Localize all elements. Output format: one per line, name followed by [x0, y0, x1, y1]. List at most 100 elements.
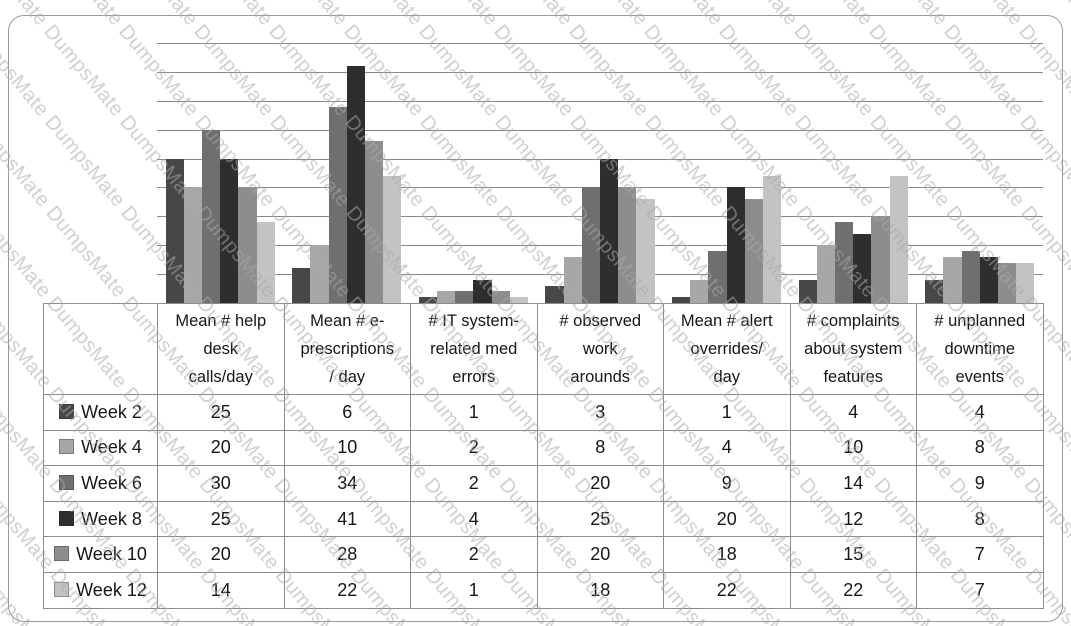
bar-week2-cat1 [165, 158, 184, 303]
bar-week4-cat5 [690, 279, 709, 303]
value-cell-week8-cat1: 25 [157, 500, 285, 538]
value-cell-week10-cat3: 2 [410, 536, 538, 573]
table-corner-empty-cell [43, 303, 158, 395]
value-cell-week12-cat1: 14 [157, 571, 285, 609]
bar-week6-cat5 [708, 251, 727, 303]
value-cell-week10-cat4: 20 [536, 536, 664, 573]
legend-cell-week2: Week 2 [43, 394, 158, 431]
value-cell-week6-cat1: 30 [157, 465, 285, 502]
category-header-2: Mean # e- prescriptions / day [283, 303, 411, 395]
bar-week6-cat6 [834, 222, 854, 303]
value-cell-week8-cat4: 25 [536, 500, 664, 538]
bar-week2-cat6 [798, 279, 817, 303]
bar-week8-cat2 [346, 66, 366, 303]
value-cell-week6-cat2: 34 [283, 465, 411, 502]
gridline-y-40 [157, 71, 1043, 73]
bar-week6-cat3 [455, 291, 474, 303]
bar-week10-cat6 [871, 216, 890, 303]
value-cell-week6-cat3: 2 [410, 465, 538, 502]
table-row-week12: Week 12 14 22 1 18 22 22 7 [43, 571, 1044, 609]
legend-swatch-icon [59, 510, 75, 526]
legend-label: Week 12 [76, 579, 147, 600]
bar-week8-cat4 [600, 158, 619, 303]
value-cell-week6-cat7: 9 [916, 465, 1044, 502]
value-cell-week2-cat6: 4 [789, 394, 917, 431]
bar-week2-cat7 [925, 279, 944, 303]
gridline-y-30 [157, 129, 1043, 131]
bar-week6-cat2 [328, 106, 347, 303]
bar-week2-cat4 [545, 285, 564, 303]
bar-week8-cat6 [853, 233, 872, 303]
legend-swatch-icon [54, 546, 70, 562]
bar-week12-cat6 [889, 175, 908, 303]
bar-week12-cat2 [383, 175, 402, 303]
value-cell-week12-cat2: 22 [283, 571, 411, 609]
gridline-y-35 [157, 100, 1043, 102]
value-cell-week2-cat2: 6 [283, 394, 411, 431]
bar-week4-cat3 [437, 291, 456, 303]
value-cell-week12-cat5: 22 [663, 571, 791, 609]
legend-cell-week8: Week 8 [43, 500, 158, 538]
value-cell-week10-cat7: 7 [916, 536, 1044, 573]
legend-cell-week4: Week 4 [43, 429, 158, 467]
legend-label: Week 6 [81, 472, 142, 493]
bar-week4-cat2 [310, 245, 329, 303]
bar-week8-cat7 [979, 256, 998, 303]
value-cell-week8-cat2: 41 [283, 500, 411, 538]
value-cell-week2-cat1: 25 [157, 394, 285, 431]
category-header-3: # IT system- related med errors [410, 303, 538, 395]
value-cell-week6-cat4: 20 [536, 465, 664, 502]
bar-week12-cat1 [256, 222, 275, 303]
legend-swatch-icon [59, 403, 75, 419]
value-cell-week4-cat7: 8 [916, 429, 1044, 467]
category-header-6: # complaints about system features [789, 303, 917, 395]
value-cell-week6-cat5: 9 [663, 465, 791, 502]
table-body: Week 2 25 6 1 3 1 4 4 Week 4 20 10 2 8 4 10 8 Week 6 30 34… [43, 394, 1044, 609]
value-cell-week10-cat1: 20 [157, 536, 285, 573]
bar-week8-cat3 [473, 279, 492, 303]
bar-week4-cat4 [563, 256, 582, 303]
legend-swatch-icon [54, 581, 70, 597]
table-row-week10: Week 10 20 28 2 20 18 15 7 [43, 536, 1044, 573]
bar-week12-cat5 [762, 175, 782, 303]
value-cell-week10-cat5: 18 [663, 536, 791, 573]
bar-week10-cat5 [744, 199, 763, 303]
value-cell-week2-cat4: 3 [536, 394, 664, 431]
bar-week2-cat5 [671, 297, 691, 303]
value-cell-week6-cat6: 14 [789, 465, 917, 502]
value-cell-week2-cat7: 4 [916, 394, 1044, 431]
legend-label: Week 8 [81, 508, 142, 529]
bar-week4-cat7 [943, 256, 962, 303]
category-header-5: Mean # alert overrides/ day [663, 303, 791, 395]
value-cell-week8-cat7: 8 [916, 500, 1044, 538]
table-row-week4: Week 4 20 10 2 8 4 10 8 [43, 429, 1044, 467]
legend-swatch-icon [59, 474, 75, 490]
value-cell-week4-cat3: 2 [410, 429, 538, 467]
bar-week10-cat4 [618, 187, 637, 303]
bar-week4-cat1 [183, 187, 203, 303]
bar-chart-plot-area [157, 43, 1043, 303]
bar-week6-cat7 [961, 251, 980, 303]
bar-week10-cat7 [997, 262, 1017, 303]
bar-week8-cat5 [726, 187, 745, 303]
table-row-week8: Week 8 25 41 4 25 20 12 8 [43, 500, 1044, 538]
category-header-4: # observed work arounds [536, 303, 664, 395]
bar-week6-cat1 [202, 129, 221, 303]
table-header-row: Mean # help desk calls/day Mean # e- pres… [43, 303, 1044, 395]
legend-swatch-icon [59, 439, 75, 455]
value-cell-week12-cat3: 1 [410, 571, 538, 609]
category-header-1: Mean # help desk calls/day [157, 303, 285, 395]
bar-week10-cat3 [491, 291, 510, 303]
value-cell-week4-cat2: 10 [283, 429, 411, 467]
value-cell-week4-cat5: 4 [663, 429, 791, 467]
bar-week4-cat6 [816, 245, 835, 303]
bar-week2-cat3 [418, 297, 438, 303]
table-row-week6: Week 6 30 34 2 20 9 14 9 [43, 465, 1044, 502]
value-cell-week8-cat3: 4 [410, 500, 538, 538]
legend-label: Week 4 [81, 437, 142, 458]
legend-label: Week 10 [76, 544, 147, 565]
legend-cell-week12: Week 12 [43, 571, 158, 609]
table-row-week2: Week 2 25 6 1 3 1 4 4 [43, 394, 1044, 431]
value-cell-week2-cat3: 1 [410, 394, 538, 431]
